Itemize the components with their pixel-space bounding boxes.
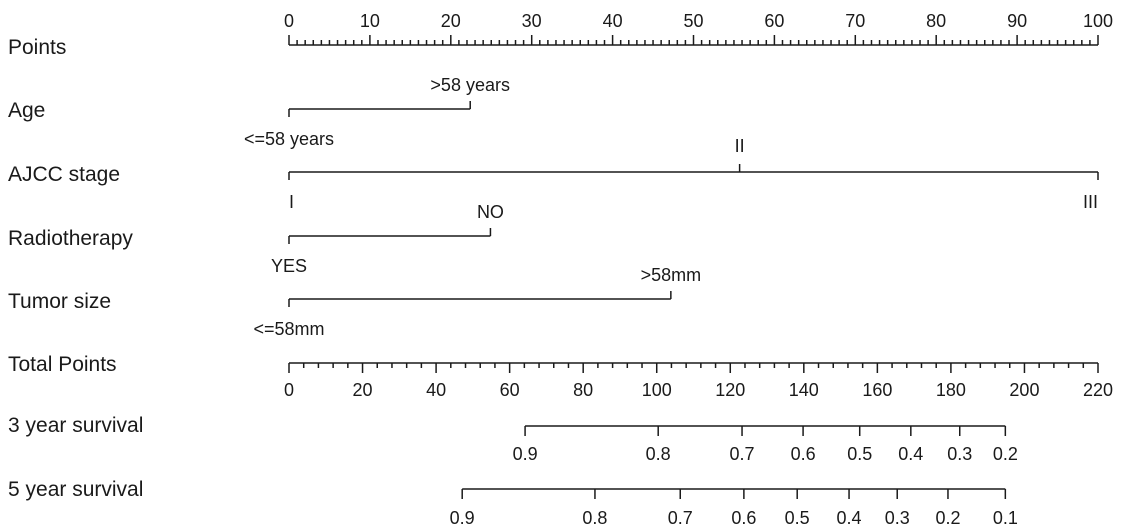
- ajcc-level-label: III: [1083, 192, 1098, 212]
- total-tick-label: 60: [500, 380, 520, 400]
- ajcc-level-label: II: [735, 136, 745, 156]
- variable-radio: [288, 228, 492, 244]
- points-tick-label: 40: [603, 11, 623, 31]
- points-tick-label: 100: [1083, 11, 1113, 31]
- points-tick-label: 20: [441, 11, 461, 31]
- surv3-tick-label: 0.2: [993, 444, 1018, 464]
- row-label-ajcc-stage: AJCC stage: [8, 163, 120, 186]
- total-tick-label: 20: [353, 380, 373, 400]
- surv5-tick-label: 0.3: [885, 508, 910, 528]
- surv5-tick-label: 0.4: [837, 508, 862, 528]
- age-level-label: <=58 years: [244, 129, 334, 149]
- chart-marks: 0 10 20 30 40 50 60 70 80 90 100 <=58 years >58 year…: [244, 11, 1113, 528]
- row-label-age: Age: [8, 99, 45, 122]
- surv5-tick-label: 0.2: [935, 508, 960, 528]
- total-tick-label: 100: [642, 380, 672, 400]
- points-tick-label: 70: [845, 11, 865, 31]
- surv3-tick-label: 0.5: [847, 444, 872, 464]
- ajcc-level-label: I: [289, 192, 294, 212]
- age-level-label: >58 years: [430, 75, 510, 95]
- total-tick-label: 220: [1083, 380, 1113, 400]
- variable-tumor: [288, 291, 672, 307]
- points-tick-label: 80: [926, 11, 946, 31]
- points-tick-label: 30: [522, 11, 542, 31]
- total-tick-label: 120: [715, 380, 745, 400]
- points-tick-label: 90: [1007, 11, 1027, 31]
- total-tick-label: 80: [573, 380, 593, 400]
- surv5-tick-label: 0.7: [668, 508, 693, 528]
- points-tick-label: 60: [764, 11, 784, 31]
- total-tick-label: 200: [1009, 380, 1039, 400]
- surv5-tick-label: 0.5: [785, 508, 810, 528]
- surv5-tick-label: 0.1: [993, 508, 1018, 528]
- surv3-axis: [524, 425, 1007, 436]
- surv3-tick-label: 0.7: [730, 444, 755, 464]
- total-tick-label: 160: [862, 380, 892, 400]
- surv3-tick-label: 0.9: [513, 444, 538, 464]
- surv3-tick-label: 0.6: [791, 444, 816, 464]
- surv3-tick-label: 0.3: [947, 444, 972, 464]
- surv5-tick-label: 0.6: [731, 508, 756, 528]
- surv3-tick-label: 0.8: [646, 444, 671, 464]
- total-tick-label: 180: [936, 380, 966, 400]
- surv5-tick-label: 0.8: [582, 508, 607, 528]
- tumor-level-label: >58mm: [641, 265, 702, 285]
- total-tick-label: 40: [426, 380, 446, 400]
- total-points-axis: [288, 362, 1099, 373]
- points-tick-label: 50: [683, 11, 703, 31]
- row-label-radiotherapy: Radiotherapy: [8, 227, 133, 250]
- variable-ajcc: [288, 164, 1099, 180]
- total-tick-label: 140: [789, 380, 819, 400]
- surv3-tick-label: 0.4: [898, 444, 923, 464]
- points-axis: [288, 35, 1099, 46]
- variable-age: [288, 101, 471, 117]
- row-label-3-year-survival: 3 year survival: [8, 414, 143, 437]
- surv5-tick-label: 0.9: [450, 508, 475, 528]
- radio-level-label: NO: [477, 202, 504, 222]
- total-tick-label: 0: [284, 380, 294, 400]
- tumor-level-label: <=58mm: [253, 319, 324, 339]
- points-tick-label: 10: [360, 11, 380, 31]
- row-label-points: Points: [8, 36, 66, 59]
- row-label-5-year-survival: 5 year survival: [8, 478, 143, 501]
- points-tick-label: 0: [284, 11, 294, 31]
- radio-level-label: YES: [271, 256, 307, 276]
- surv5-axis: [461, 488, 1007, 499]
- row-label-total-points: Total Points: [8, 353, 117, 376]
- row-label-tumor-size: Tumor size: [8, 290, 111, 313]
